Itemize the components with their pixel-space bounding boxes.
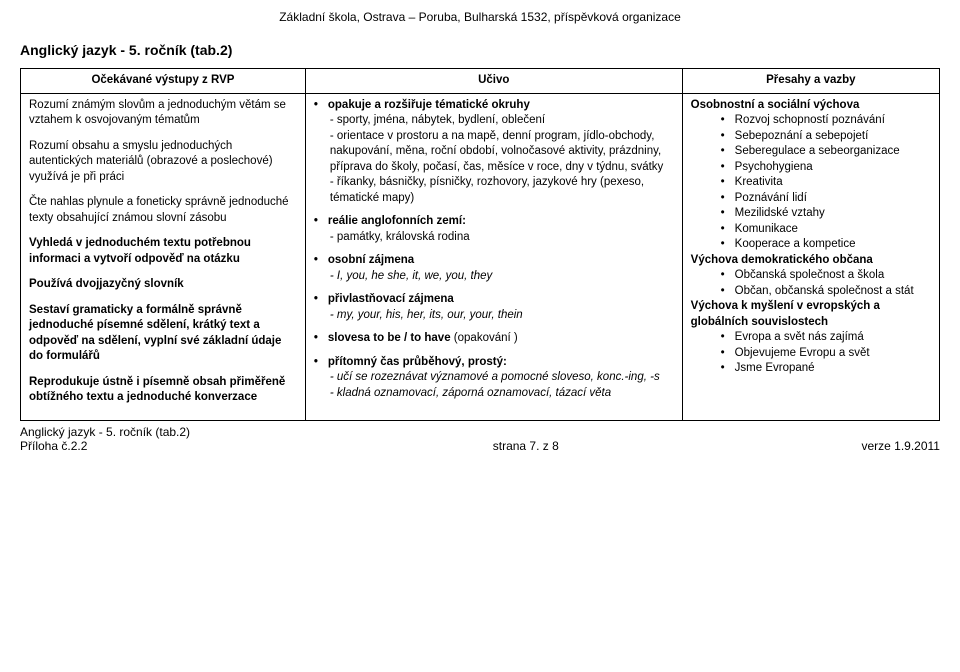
list-item: Rozvoj schopností poznávání — [721, 113, 931, 129]
links-h2: Výchova demokratického občana — [691, 253, 931, 269]
outcome-p6: Sestaví gramaticky a formálně správně je… — [29, 303, 297, 365]
topic3-sub1: - I, you, he she, it, we, you, they — [314, 269, 674, 285]
list-item: Kreativita — [721, 175, 931, 191]
topic3-title: osobní zájmena — [314, 254, 414, 266]
list-item: Kooperace a kompetice — [721, 237, 931, 253]
list-item: Seberegulace a sebeorganizace — [721, 144, 931, 160]
footer-left-line1: Anglický jazyk - 5. ročník (tab.2) — [20, 425, 190, 439]
curriculum-table: Očekávané výstupy z RVP Učivo Přesahy a … — [20, 68, 940, 421]
list-item: Poznávání lidí — [721, 191, 931, 207]
footer-left: Anglický jazyk - 5. ročník (tab.2) Přílo… — [20, 425, 190, 453]
topic6-sub2: - kladná oznamovací, záporná oznamovací,… — [314, 386, 674, 402]
list-item: Sebepoznání a sebepojetí — [721, 129, 931, 145]
list-item: Psychohygiena — [721, 160, 931, 176]
table-body-row: Rozumí známým slovům a jednoduchým větám… — [21, 93, 940, 420]
topic6-sub1: - učí se rozeznávat významové a pomocné … — [314, 370, 674, 386]
list-item: Mezilidské vztahy — [721, 206, 931, 222]
links-h1: Osobnostní a sociální výchova — [691, 98, 931, 114]
school-header: Základní škola, Ostrava – Poruba, Bulhar… — [20, 10, 940, 24]
topic1-sub1: - sporty, jména, nábytek, bydlení, obleč… — [314, 113, 674, 129]
outcome-p2: Rozumí obsahu a smyslu jednoduchých aute… — [29, 139, 297, 186]
page-title: Anglický jazyk - 5. ročník (tab.2) — [20, 42, 940, 58]
list-item: Evropa a svět nás zajímá — [721, 330, 931, 346]
table-header-row: Očekávané výstupy z RVP Učivo Přesahy a … — [21, 69, 940, 94]
list-item: Komunikace — [721, 222, 931, 238]
topic2-title: reálie anglofonních zemí: — [314, 215, 466, 227]
topic4-sub1: - my, your, his, her, its, our, your, th… — [314, 308, 674, 324]
topic4-title: přivlastňovací zájmena — [314, 293, 454, 305]
header-curriculum: Učivo — [305, 69, 682, 94]
footer-left-line2: Příloha č.2.2 — [20, 439, 190, 453]
outcome-p7: Reprodukuje ústně i písemně obsah přiměř… — [29, 375, 297, 406]
cell-outcomes: Rozumí známým slovům a jednoduchým větám… — [21, 93, 306, 420]
topic1-sub2: - orientace v prostoru a na mapě, denní … — [314, 129, 674, 176]
list-item: Objevujeme Evropu a svět — [721, 346, 931, 362]
header-outcomes: Očekávané výstupy z RVP — [21, 69, 306, 94]
cell-links: Osobnostní a sociální výchova Rozvoj sch… — [682, 93, 939, 420]
page-footer: Anglický jazyk - 5. ročník (tab.2) Přílo… — [20, 425, 940, 453]
outcome-p3: Čte nahlas plynule a foneticky správně j… — [29, 195, 297, 226]
list-item: Občan, občanská společnost a stát — [721, 284, 931, 300]
links-h1-list: Rozvoj schopností poznávání Sebepoznání … — [691, 113, 931, 253]
outcome-p5: Používá dvojjazyčný slovník — [29, 277, 297, 293]
topic1-sub3: - říkanky, básničky, písničky, rozhovory… — [314, 175, 674, 206]
links-h2-list: Občanská společnost a škola Občan, občan… — [691, 268, 931, 299]
footer-center: strana 7. z 8 — [493, 439, 559, 453]
outcome-p4: Vyhledá v jednoduchém textu potřebnou in… — [29, 236, 297, 267]
list-item: Jsme Evropané — [721, 361, 931, 377]
topic2-sub1: - památky, královská rodina — [314, 230, 674, 246]
header-links: Přesahy a vazby — [682, 69, 939, 94]
topic5-line: slovesa to be / to have (opakování ) — [314, 332, 518, 344]
topic6-title: přítomný čas průběhový, prostý: — [314, 356, 507, 368]
outcome-p1: Rozumí známým slovům a jednoduchým větám… — [29, 98, 297, 129]
cell-curriculum: opakuje a rozšiřuje tématické okruhy - s… — [305, 93, 682, 420]
links-h3-list: Evropa a svět nás zajímá Objevujeme Evro… — [691, 330, 931, 377]
footer-right: verze 1.9.2011 — [861, 439, 940, 453]
list-item: Občanská společnost a škola — [721, 268, 931, 284]
links-h3: Výchova k myšlení v evropských a globáln… — [691, 299, 931, 330]
topic1-title: opakuje a rozšiřuje tématické okruhy — [314, 99, 530, 111]
